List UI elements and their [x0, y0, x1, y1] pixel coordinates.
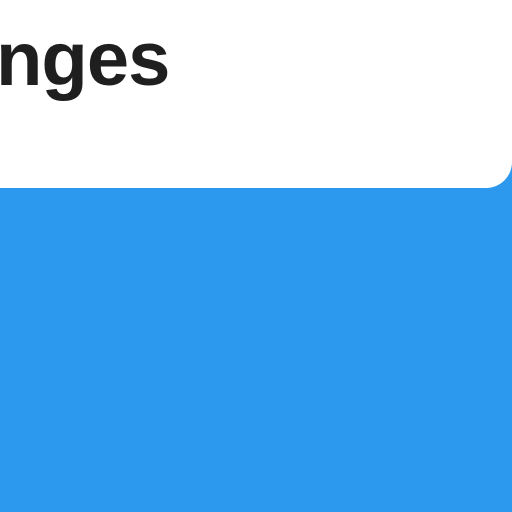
- content-panel: [0, 188, 512, 512]
- page-title: nges: [0, 17, 170, 102]
- header-card: [0, 0, 512, 188]
